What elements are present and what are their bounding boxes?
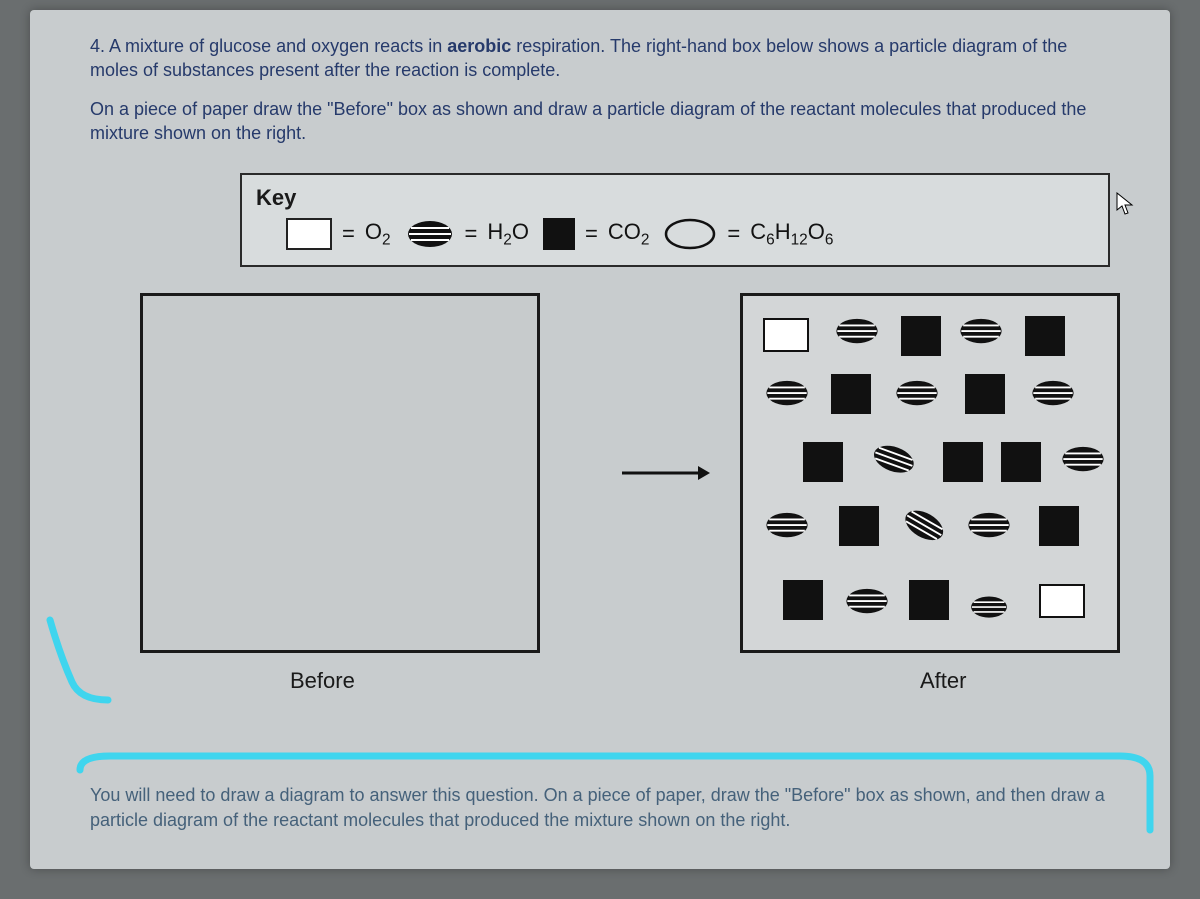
h2o-particle-icon (1029, 378, 1077, 413)
question-paragraph-1: 4. A mixture of glucose and oxygen react… (90, 34, 1120, 83)
o2-label: O2 (365, 219, 391, 249)
co2-particle-icon (943, 442, 983, 482)
equals-sign: = (342, 221, 355, 247)
h2o-particle-icon (843, 586, 891, 621)
key-item-o2: = O2 (286, 218, 391, 250)
h2o-symbol-icon (405, 218, 455, 250)
co2-particle-icon (909, 580, 949, 620)
h2o-particle-icon (763, 510, 811, 545)
co2-label: CO2 (608, 219, 650, 249)
worksheet-sheet: 4. A mixture of glucose and oxygen react… (30, 10, 1170, 869)
o2-symbol-icon (286, 218, 332, 250)
after-label: After (920, 668, 966, 694)
key-row: = O2 = H2O = CO2 (256, 217, 1094, 251)
o2-particle-icon (763, 318, 809, 352)
after-box (740, 293, 1120, 653)
h2o-particle-icon (893, 501, 952, 555)
co2-particle-icon (1001, 442, 1041, 482)
co2-particle-icon (831, 374, 871, 414)
equals-sign: = (727, 221, 740, 247)
o2-particle-icon (1039, 584, 1085, 618)
glucose-label: C6H12O6 (750, 219, 833, 249)
co2-particle-icon (1025, 316, 1065, 356)
question-number: 4. (90, 36, 105, 56)
co2-symbol-icon (543, 218, 575, 250)
h2o-particle-icon (893, 378, 941, 413)
co2-particle-icon (965, 374, 1005, 414)
diagram-area: Before (90, 293, 1120, 713)
co2-particle-icon (783, 580, 823, 620)
h2o-particle-icon (833, 316, 881, 351)
equals-sign: = (465, 221, 478, 247)
co2-particle-icon (839, 506, 879, 546)
instruction-text: You will need to draw a diagram to answe… (90, 783, 1120, 833)
equals-sign: = (585, 221, 598, 247)
h2o-particle-icon (965, 594, 1013, 625)
reaction-arrow-icon (620, 463, 710, 483)
question-text-1a: A mixture of glucose and oxygen reacts i… (109, 36, 447, 56)
key-item-glucose: = C6H12O6 (663, 217, 833, 251)
before-box (140, 293, 540, 653)
key-item-h2o: = H2O (405, 218, 529, 250)
co2-particle-icon (1039, 506, 1079, 546)
glucose-symbol-icon (663, 217, 717, 251)
key-item-co2: = CO2 (543, 218, 649, 250)
co2-particle-icon (803, 442, 843, 482)
key-title: Key (256, 185, 1094, 211)
co2-particle-icon (901, 316, 941, 356)
h2o-particle-icon (763, 378, 811, 413)
h2o-particle-icon (957, 316, 1005, 351)
h2o-particle-icon (965, 510, 1013, 545)
mouse-cursor-icon (1116, 192, 1134, 216)
h2o-particle-icon (864, 437, 921, 486)
key-box: Key = O2 = H2O (240, 173, 1110, 267)
question-paragraph-2: On a piece of paper draw the "Before" bo… (90, 97, 1120, 146)
h2o-label: H2O (487, 219, 529, 249)
question-bold-word: aerobic (447, 36, 511, 56)
h2o-particle-icon (1059, 444, 1107, 479)
before-label: Before (290, 668, 355, 694)
